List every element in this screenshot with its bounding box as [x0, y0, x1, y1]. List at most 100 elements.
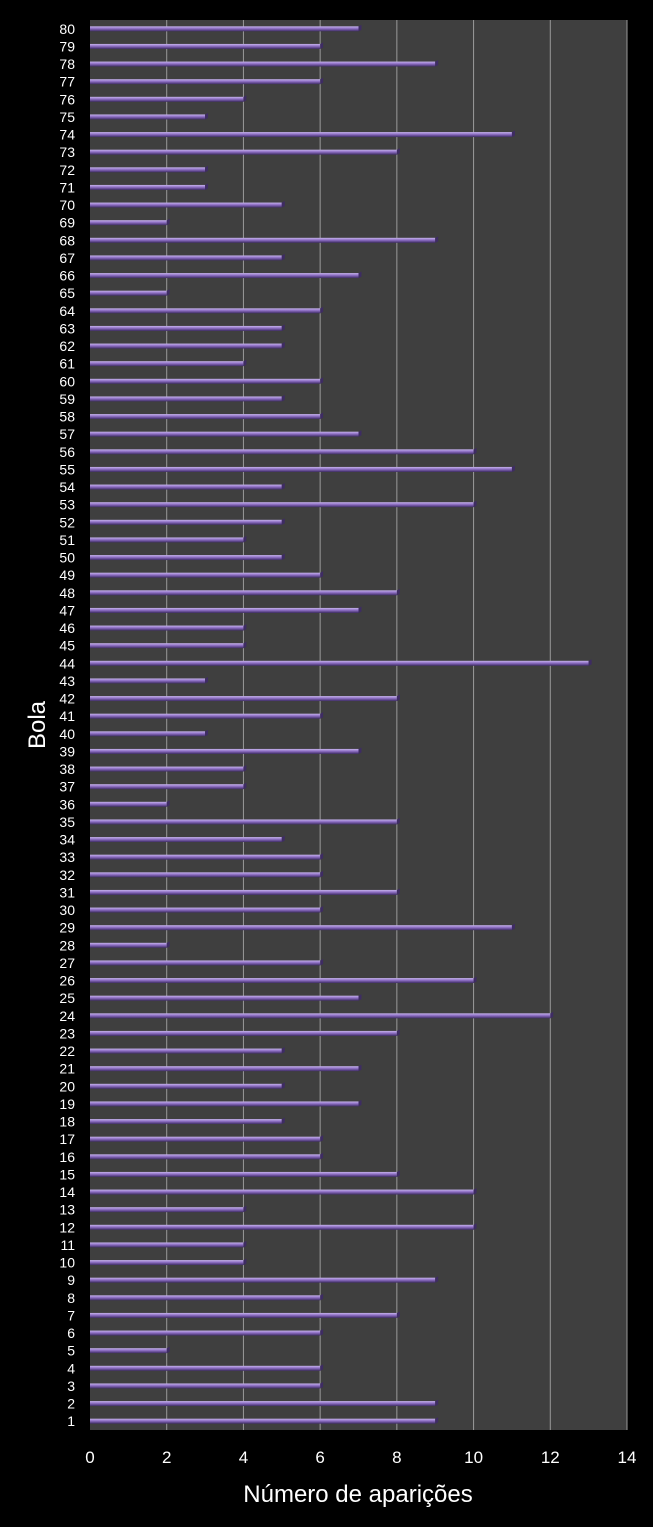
bar-7 [90, 1312, 397, 1318]
y-tick-label: 75 [59, 109, 75, 125]
bar-cap-80 [358, 24, 362, 32]
bar-cap-2 [435, 1399, 439, 1407]
bar-cap-16 [320, 1152, 324, 1160]
bar-cap-55 [511, 465, 515, 472]
bar-56 [90, 449, 474, 455]
x-tick-label: 2 [162, 1448, 171, 1467]
bar-cap-27 [320, 958, 324, 966]
bar-cap-36 [166, 800, 170, 807]
bar-cap-56 [473, 447, 477, 455]
y-tick-label: 56 [59, 444, 75, 460]
y-tick-label: 15 [59, 1166, 75, 1182]
bar-77 [90, 79, 321, 85]
bar-cap-44 [588, 659, 592, 666]
bar-6 [90, 1330, 321, 1336]
y-tick-label: 19 [59, 1096, 75, 1112]
y-tick-label: 60 [59, 373, 75, 389]
bar-cap-15 [396, 1170, 400, 1177]
bar-10 [90, 1260, 244, 1266]
x-tick-label: 4 [239, 1448, 248, 1467]
plot-area [90, 20, 627, 1430]
bar-57 [90, 431, 359, 437]
bar-45 [90, 643, 244, 649]
bar-cap-18 [281, 1117, 285, 1125]
y-tick-label: 48 [59, 585, 75, 601]
bar-cap-79 [320, 42, 324, 49]
y-tick-label: 5 [67, 1343, 75, 1359]
y-tick-label: 11 [60, 1237, 75, 1253]
bar-cap-31 [396, 888, 400, 895]
bar-cap-6 [320, 1329, 324, 1336]
bar-cap-43 [205, 676, 209, 684]
bar-cap-26 [473, 976, 477, 984]
bar-40 [90, 731, 206, 737]
x-tick-label: 12 [541, 1448, 560, 1467]
y-tick-label: 41 [59, 708, 75, 724]
bar-47 [90, 607, 359, 613]
bar-51 [90, 537, 244, 543]
bar-cap-45 [243, 641, 247, 649]
y-tick-label: 53 [59, 497, 75, 513]
bar-cap-34 [281, 835, 285, 843]
gridlines [166, 20, 628, 1430]
y-tick-label: 76 [59, 91, 75, 107]
bar-14 [90, 1189, 474, 1195]
y-tick-label: 32 [59, 867, 75, 883]
bar-cap-20 [281, 1082, 285, 1089]
y-tick-label: 36 [59, 796, 75, 812]
bar-cap-37 [243, 782, 247, 790]
bar-20 [90, 1083, 282, 1089]
bar-79 [90, 43, 321, 49]
bar-9 [90, 1277, 436, 1283]
y-tick-label: 16 [59, 1149, 75, 1165]
bar-cap-35 [396, 817, 400, 825]
bar-23 [90, 1030, 397, 1036]
bar-2 [90, 1401, 436, 1407]
bar-11 [90, 1242, 244, 1248]
y-tick-label: 73 [59, 144, 75, 160]
bar-cap-14 [473, 1188, 477, 1195]
bar-66 [90, 273, 359, 279]
y-tick-label: 33 [59, 849, 75, 865]
bar-64 [90, 308, 321, 314]
bar-cap-49 [320, 571, 324, 578]
bar-62 [90, 343, 282, 349]
bar-cap-76 [243, 95, 247, 102]
bar-58 [90, 414, 321, 420]
bar-21 [90, 1066, 359, 1072]
y-axis-title: Bola [24, 700, 51, 749]
bar-cap-74 [511, 130, 515, 138]
bar-cap-58 [320, 412, 324, 420]
y-tick-label: 20 [59, 1078, 75, 1094]
y-tick-label: 79 [59, 38, 75, 54]
bar-cap-13 [243, 1205, 247, 1213]
bar-67 [90, 255, 282, 261]
y-tick-label: 14 [59, 1184, 75, 1200]
y-tick-label: 42 [59, 691, 75, 707]
y-tick-label: 52 [59, 514, 75, 530]
bar-cap-11 [243, 1240, 247, 1248]
bar-60 [90, 378, 321, 384]
bar-29 [90, 925, 512, 931]
bar-cap-8 [320, 1293, 324, 1301]
bar-59 [90, 396, 282, 402]
y-tick-label: 37 [59, 779, 75, 795]
y-tick-label: 38 [59, 761, 75, 777]
bar-cap-17 [320, 1135, 324, 1142]
bar-69 [90, 220, 167, 226]
bars [90, 24, 592, 1424]
bar-55 [90, 466, 512, 472]
y-tick-label: 22 [59, 1043, 75, 1059]
bar-cap-23 [396, 1029, 400, 1036]
y-tick-label: 26 [59, 973, 75, 989]
bar-53 [90, 502, 474, 508]
bar-cap-60 [320, 377, 324, 384]
bar-cap-19 [358, 1099, 362, 1107]
y-tick-label: 1 [67, 1413, 75, 1429]
bar-cap-57 [358, 430, 362, 437]
bar-36 [90, 801, 167, 807]
bar-cap-9 [435, 1276, 439, 1283]
bar-cap-22 [281, 1047, 285, 1054]
bar-cap-77 [320, 77, 324, 85]
y-tick-label: 34 [59, 832, 75, 848]
